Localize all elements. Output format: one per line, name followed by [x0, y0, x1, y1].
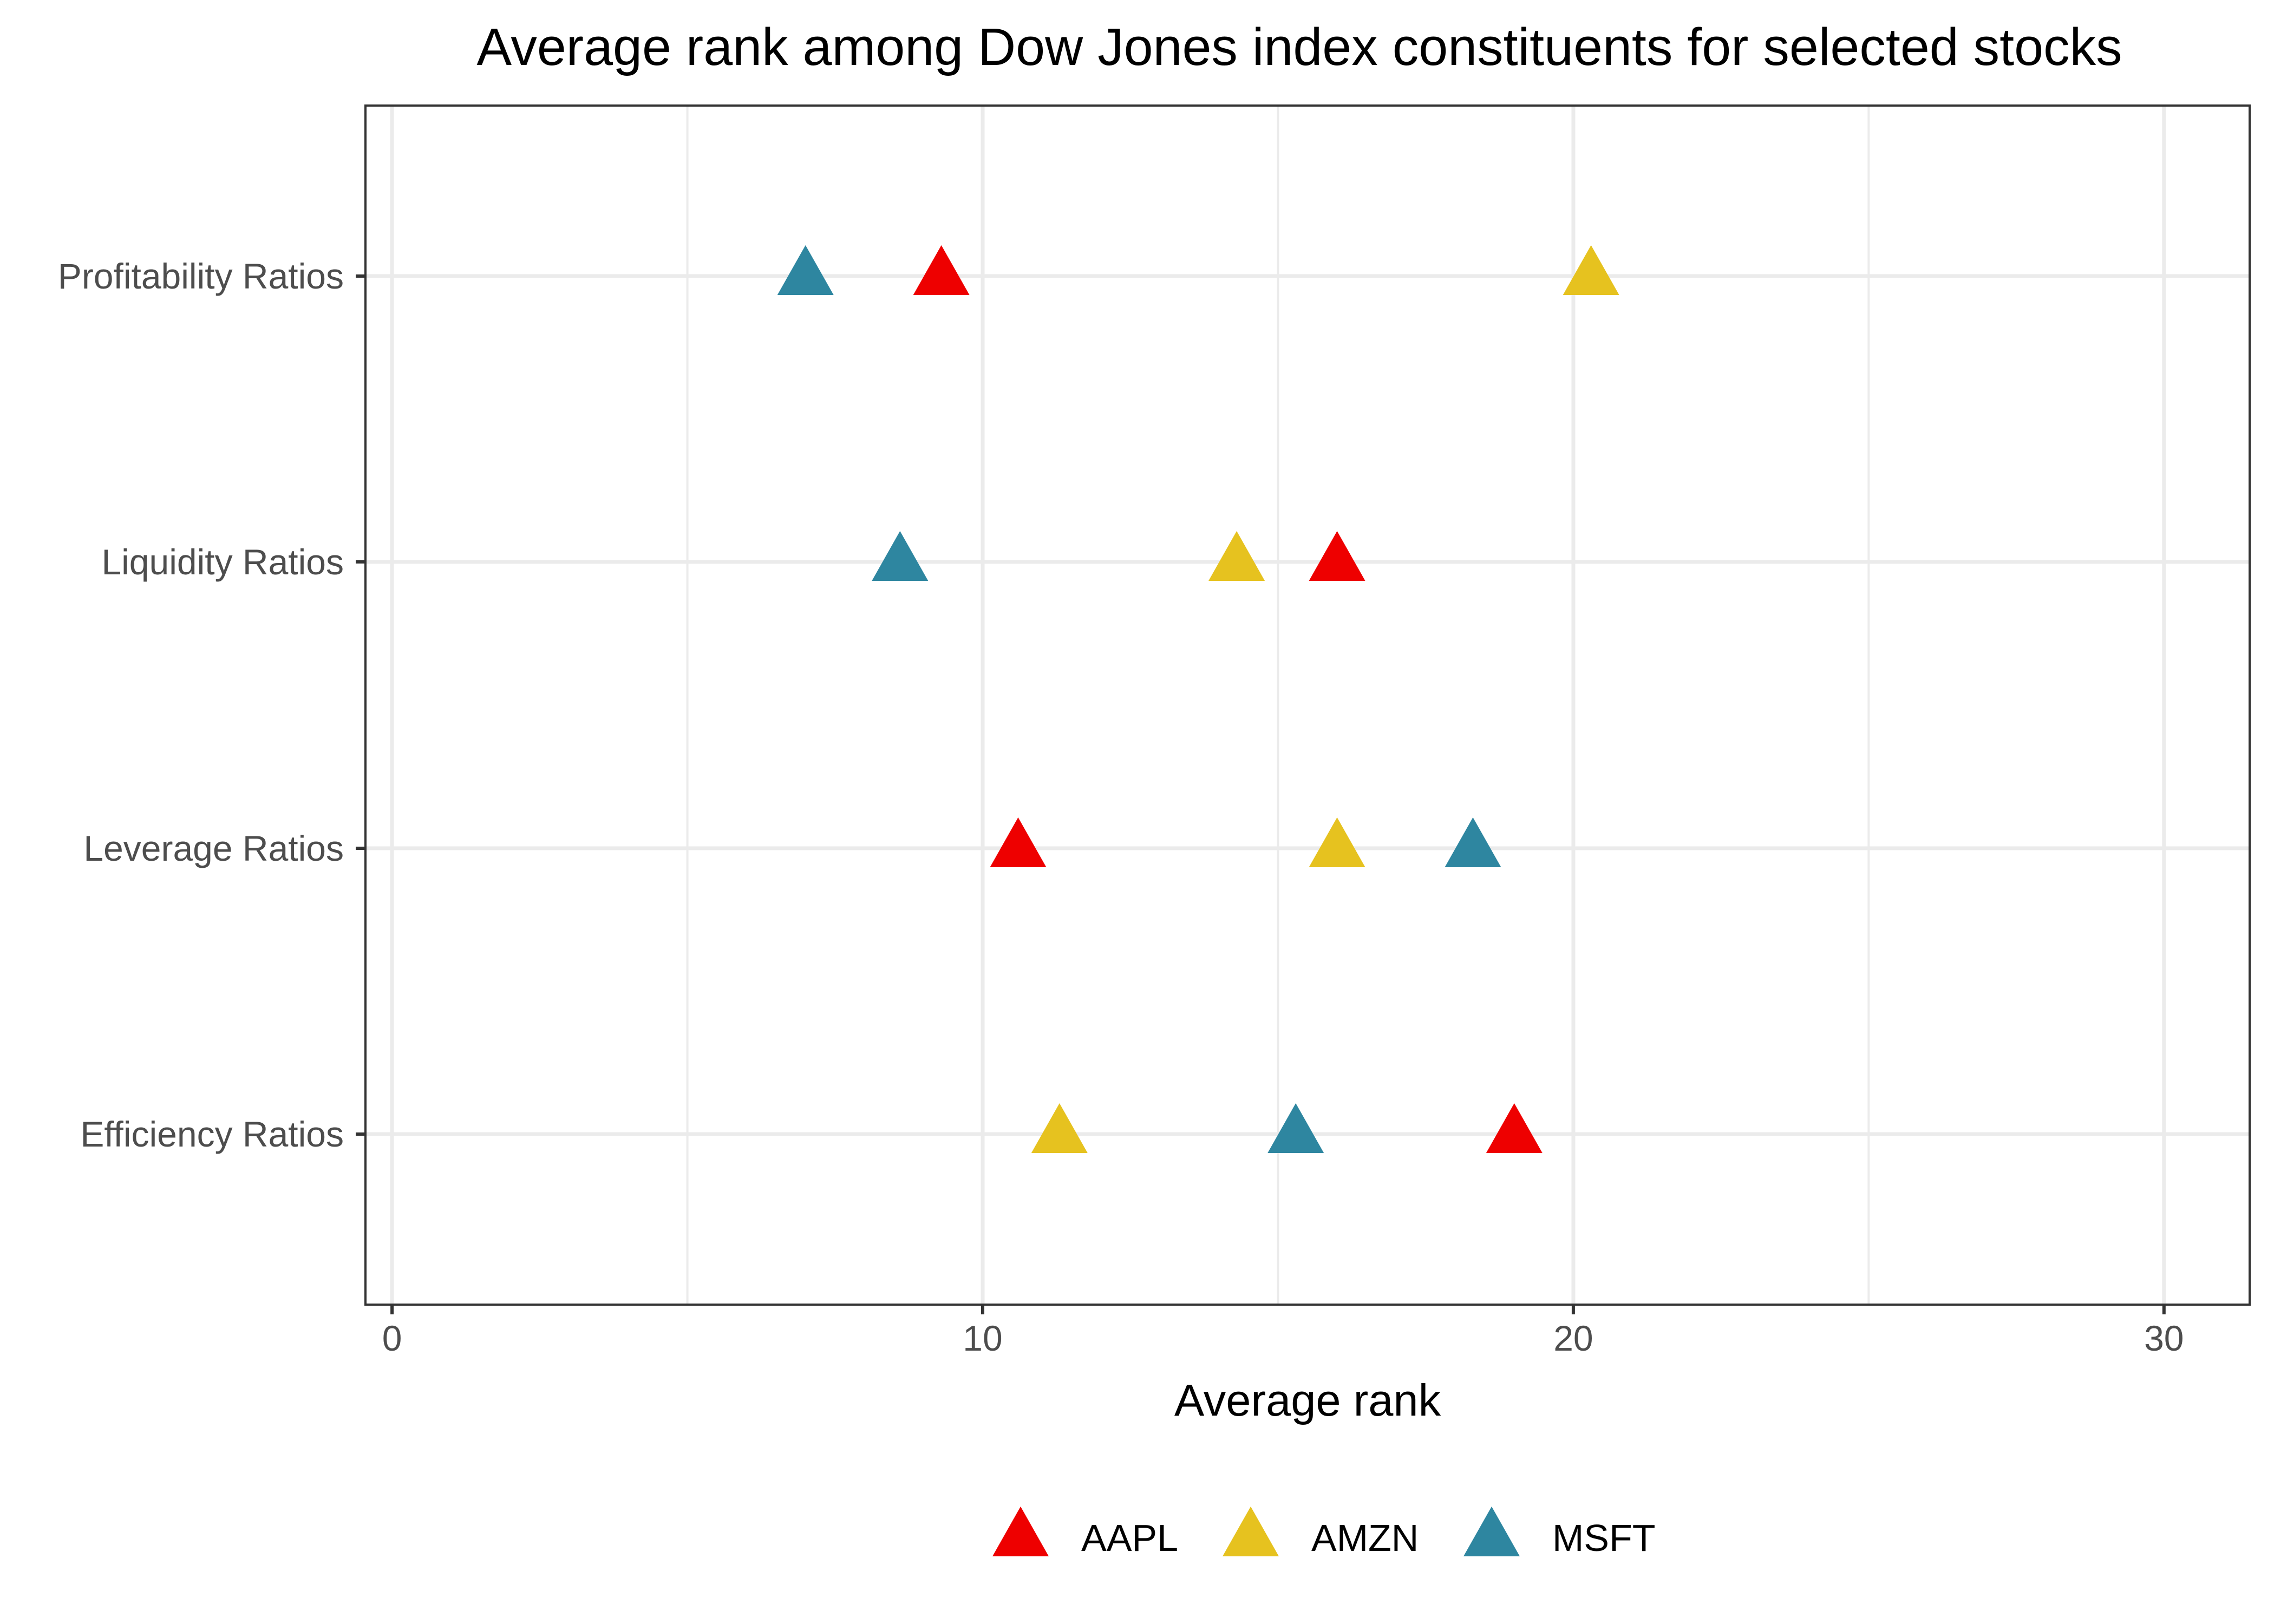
- data-point-msft: [1445, 817, 1501, 867]
- data-point-amzn: [1031, 1103, 1088, 1153]
- y-tick-label: Liquidity Ratios: [101, 542, 344, 582]
- gridlines: [365, 106, 2250, 1305]
- data-point-aapl: [1309, 531, 1365, 581]
- data-points: [777, 245, 1619, 1153]
- legend-key-amzn: [1223, 1506, 1279, 1556]
- x-tick-label: 20: [1553, 1318, 1593, 1358]
- y-axis: Profitability Ratios Liquidity Ratios Leve…: [58, 256, 365, 1154]
- x-axis-title: Average rank: [1174, 1375, 1441, 1425]
- y-tick-label: Leverage Ratios: [83, 828, 344, 868]
- data-point-msft: [777, 245, 834, 295]
- data-point-aapl: [990, 817, 1047, 867]
- data-point-amzn: [1208, 531, 1265, 581]
- x-axis: 0 10 20 30: [382, 1305, 2184, 1358]
- x-tick-label: 0: [382, 1318, 402, 1358]
- legend-label-aapl: AAPL: [1081, 1517, 1178, 1559]
- data-point-amzn: [1309, 817, 1365, 867]
- x-tick-label: 10: [963, 1318, 1002, 1358]
- legend: AAPL AMZN MSFT: [992, 1506, 1656, 1559]
- data-point-msft: [1267, 1103, 1324, 1153]
- data-point-aapl: [1486, 1103, 1543, 1153]
- chart-title: Average rank among Dow Jones index const…: [476, 17, 2122, 76]
- data-point-msft: [872, 531, 929, 581]
- plot-panel: [364, 104, 2251, 1306]
- legend-key-aapl: [992, 1506, 1049, 1556]
- data-point-amzn: [1563, 245, 1619, 295]
- data-point-aapl: [913, 245, 970, 295]
- legend-label-amzn: AMZN: [1311, 1517, 1419, 1559]
- y-tick-label: Profitability Ratios: [58, 256, 344, 296]
- legend-label-msft: MSFT: [1552, 1517, 1656, 1559]
- y-tick-label: Efficiency Ratios: [80, 1114, 344, 1154]
- legend-key-msft: [1463, 1506, 1520, 1556]
- x-tick-label: 30: [2144, 1318, 2184, 1358]
